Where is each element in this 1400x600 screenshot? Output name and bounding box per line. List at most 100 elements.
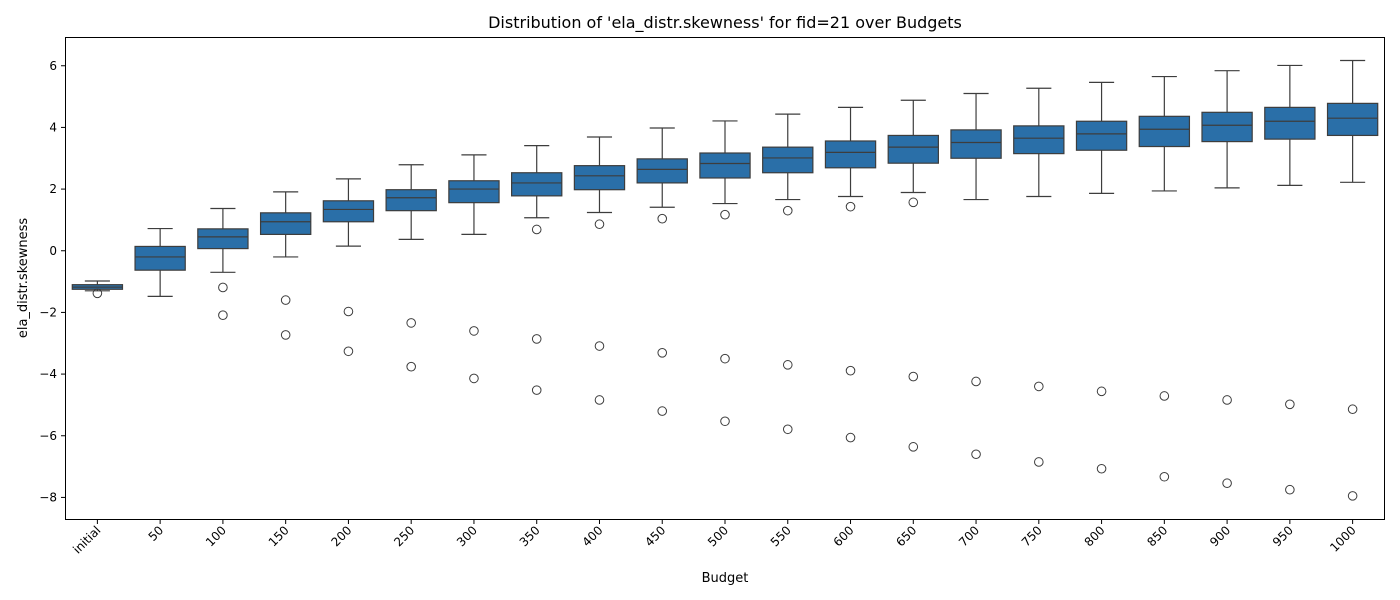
box-iqr xyxy=(448,180,500,204)
outlier-point xyxy=(406,318,416,328)
outlier-point xyxy=(594,219,605,230)
box-iqr xyxy=(1013,125,1065,155)
outlier-point xyxy=(1347,404,1358,415)
box-700 xyxy=(950,92,1002,460)
y-tick-label: −6 xyxy=(39,429,57,443)
x-axis-label: Budget xyxy=(702,571,749,586)
x-tick-label: 950 xyxy=(1270,523,1296,549)
outlier-point xyxy=(1285,399,1295,410)
outlier-point xyxy=(92,288,103,299)
plot-area xyxy=(71,59,1379,501)
outlier-point xyxy=(908,442,919,452)
outlier-point xyxy=(594,341,605,351)
outlier-point xyxy=(908,197,919,208)
y-axis: −8 −6 −4 −2 0 2 4 6 xyxy=(39,59,66,504)
x-tick-label: 900 xyxy=(1207,523,1233,549)
box-iqr xyxy=(950,129,1002,159)
box-650 xyxy=(887,99,939,452)
outlier-point xyxy=(280,295,291,305)
chart-title: Distribution of 'ela_distr.skewness' for… xyxy=(488,13,962,33)
outlier-point xyxy=(1159,391,1170,401)
box-iqr xyxy=(197,228,249,250)
outlier-point xyxy=(343,346,354,357)
x-tick-label: initial xyxy=(70,523,103,556)
outlier-point xyxy=(657,213,668,224)
x-tick-label: 400 xyxy=(580,523,606,549)
box-iqr xyxy=(134,245,186,271)
x-tick-label: 200 xyxy=(328,523,354,549)
box-250 xyxy=(385,164,437,372)
outlier-point xyxy=(218,282,228,293)
box-iqr xyxy=(385,189,437,212)
outlier-point xyxy=(782,205,793,216)
box-350 xyxy=(511,145,563,395)
x-tick-label: 700 xyxy=(956,523,982,549)
outlier-point xyxy=(406,361,416,372)
box-iqr xyxy=(573,165,626,191)
x-tick-label: 500 xyxy=(705,523,731,549)
box-1000 xyxy=(1326,59,1379,501)
outlier-point xyxy=(1159,471,1170,482)
outlier-point xyxy=(1285,484,1295,495)
box-100 xyxy=(197,207,249,320)
outlier-point xyxy=(971,449,981,460)
box-iqr xyxy=(1075,120,1128,151)
box-200 xyxy=(322,178,375,357)
box-400 xyxy=(573,136,626,405)
box-50 xyxy=(134,227,186,297)
box-850 xyxy=(1138,75,1191,482)
x-tick-label: 100 xyxy=(203,523,229,549)
x-tick-label: 550 xyxy=(768,523,794,549)
outlier-point xyxy=(845,432,856,443)
box-500 xyxy=(699,120,751,427)
plot-frame xyxy=(65,37,1385,520)
x-tick-label: 1000 xyxy=(1327,523,1358,554)
box-iqr xyxy=(1201,111,1253,143)
outlier-point xyxy=(971,376,981,387)
x-tick-label: 600 xyxy=(831,523,857,549)
box-600 xyxy=(824,106,877,443)
outlier-point xyxy=(720,209,730,220)
outlier-point xyxy=(657,406,668,416)
outlier-point xyxy=(845,365,856,376)
outlier-point xyxy=(1034,381,1044,392)
box-iqr xyxy=(1326,102,1379,137)
box-450 xyxy=(636,127,688,416)
x-tick-label: 650 xyxy=(893,523,919,549)
x-tick-label: 150 xyxy=(266,523,292,549)
y-tick-label: −8 xyxy=(39,490,57,504)
outlier-point xyxy=(280,330,291,340)
outlier-point xyxy=(594,395,605,405)
x-tick-label: 250 xyxy=(391,523,417,549)
box-iqr xyxy=(1264,106,1316,140)
box-iqr xyxy=(824,140,877,169)
box-iqr xyxy=(636,158,688,184)
outlier-point xyxy=(1096,386,1107,397)
outlier-point xyxy=(1222,395,1232,405)
outlier-point xyxy=(845,201,856,212)
box-iqr xyxy=(1138,115,1191,148)
box-800 xyxy=(1075,81,1128,474)
x-tick-label: 850 xyxy=(1144,523,1170,549)
x-tick-label: 50 xyxy=(146,523,167,544)
x-tick-label: 750 xyxy=(1019,523,1045,549)
outlier-point xyxy=(720,416,730,427)
x-tick-label: 800 xyxy=(1082,523,1108,549)
x-axis: initial 50 100 150 200 250 300 350 400 450 500 550 6… xyxy=(70,519,1359,556)
outlier-point xyxy=(343,306,354,317)
outlier-point xyxy=(908,371,919,382)
outlier-point xyxy=(1222,478,1232,489)
box-iqr xyxy=(887,134,939,164)
outlier-point xyxy=(1034,457,1044,467)
box-300 xyxy=(448,154,500,384)
outlier-point xyxy=(1347,491,1358,501)
box-iqr xyxy=(322,200,375,223)
box-initial xyxy=(71,280,124,299)
outlier-point xyxy=(782,360,793,370)
y-tick-label: −2 xyxy=(39,305,57,319)
y-tick-label: −4 xyxy=(39,367,57,381)
box-750 xyxy=(1013,87,1065,467)
y-tick-label: 0 xyxy=(49,244,57,258)
box-150 xyxy=(259,191,312,340)
